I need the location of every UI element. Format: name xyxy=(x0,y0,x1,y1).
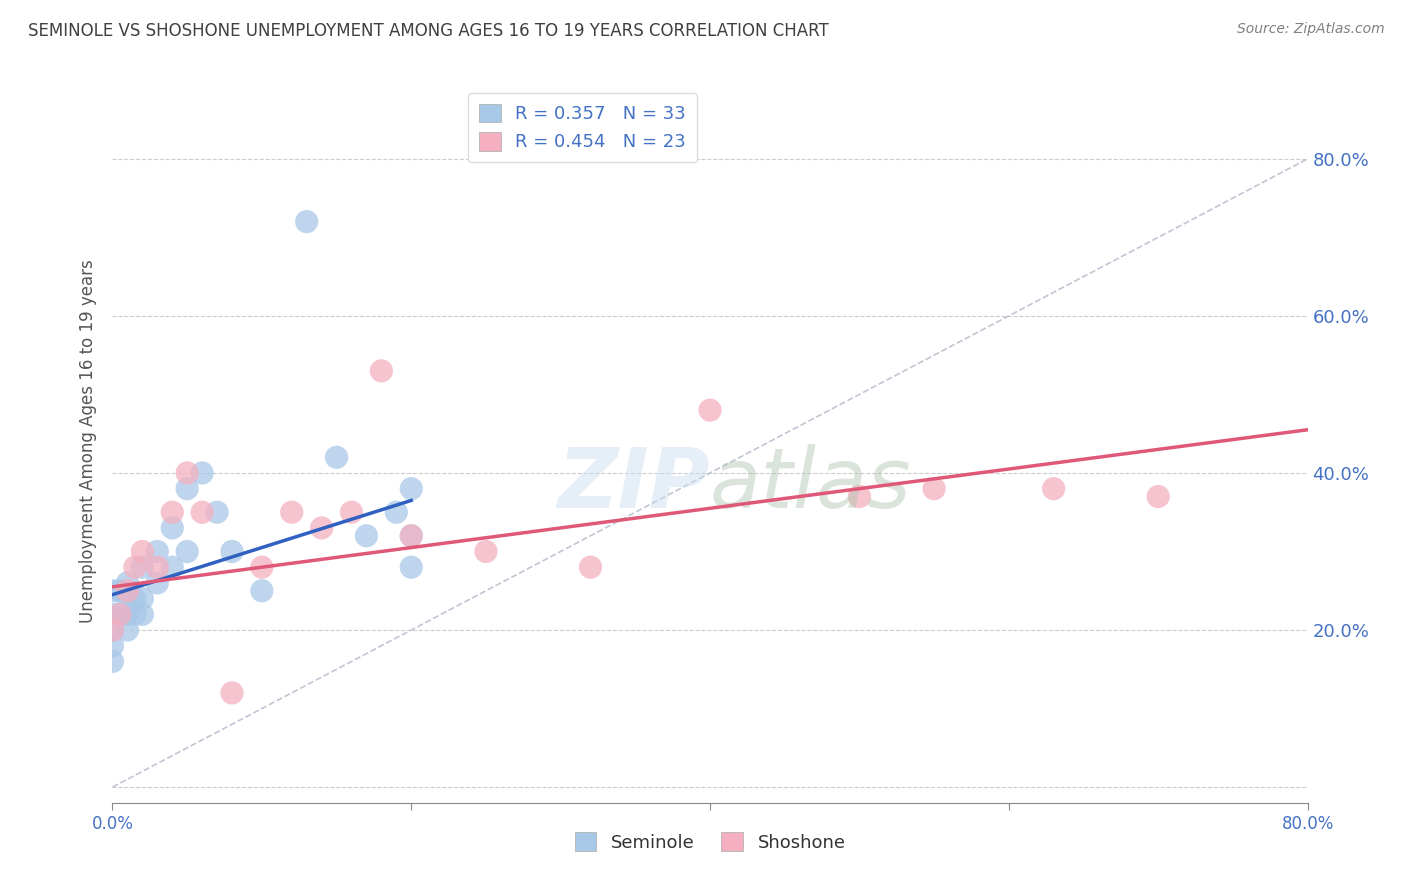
Point xyxy=(370,364,392,378)
Point xyxy=(311,521,333,535)
Text: Source: ZipAtlas.com: Source: ZipAtlas.com xyxy=(1237,22,1385,37)
Point xyxy=(146,575,169,590)
Point xyxy=(124,607,146,622)
Point xyxy=(101,623,124,637)
Point xyxy=(401,529,423,543)
Point xyxy=(101,583,124,598)
Point xyxy=(191,505,214,519)
Point xyxy=(101,655,124,669)
Point xyxy=(108,607,131,622)
Point xyxy=(1042,482,1064,496)
Text: ZIP: ZIP xyxy=(557,444,710,525)
Point xyxy=(475,544,498,558)
Point xyxy=(401,560,423,574)
Point xyxy=(162,521,183,535)
Point xyxy=(101,607,124,622)
Point xyxy=(131,607,153,622)
Point xyxy=(401,529,423,543)
Point xyxy=(325,450,347,465)
Point xyxy=(205,505,228,519)
Point xyxy=(124,560,146,574)
Point xyxy=(131,560,153,574)
Legend: Seminole, Shoshone: Seminole, Shoshone xyxy=(567,825,853,859)
Point xyxy=(176,466,198,480)
Point xyxy=(281,505,304,519)
Point xyxy=(191,466,214,480)
Point xyxy=(176,544,198,558)
Point xyxy=(117,623,139,637)
Point xyxy=(146,560,169,574)
Point xyxy=(385,505,408,519)
Point xyxy=(108,583,131,598)
Point xyxy=(848,490,870,504)
Point xyxy=(221,544,243,558)
Point xyxy=(131,591,153,606)
Y-axis label: Unemployment Among Ages 16 to 19 years: Unemployment Among Ages 16 to 19 years xyxy=(79,260,97,624)
Point xyxy=(250,560,273,574)
Point xyxy=(699,403,721,417)
Point xyxy=(117,583,139,598)
Point xyxy=(124,591,146,606)
Text: SEMINOLE VS SHOSHONE UNEMPLOYMENT AMONG AGES 16 TO 19 YEARS CORRELATION CHART: SEMINOLE VS SHOSHONE UNEMPLOYMENT AMONG … xyxy=(28,22,830,40)
Point xyxy=(922,482,945,496)
Point xyxy=(108,607,131,622)
Point xyxy=(1147,490,1170,504)
Point xyxy=(356,529,378,543)
Point xyxy=(117,607,139,622)
Point xyxy=(117,591,139,606)
Point xyxy=(146,544,169,558)
Point xyxy=(401,482,423,496)
Point xyxy=(340,505,363,519)
Point xyxy=(131,544,153,558)
Point xyxy=(101,639,124,653)
Point xyxy=(117,575,139,590)
Point xyxy=(162,505,183,519)
Point xyxy=(221,686,243,700)
Point xyxy=(579,560,602,574)
Point xyxy=(101,623,124,637)
Point xyxy=(176,482,198,496)
Text: atlas: atlas xyxy=(710,444,911,525)
Point xyxy=(295,214,318,228)
Point xyxy=(250,583,273,598)
Point xyxy=(162,560,183,574)
